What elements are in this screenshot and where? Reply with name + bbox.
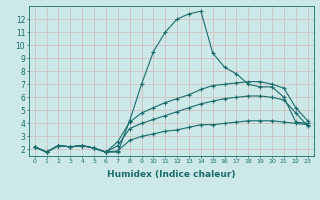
X-axis label: Humidex (Indice chaleur): Humidex (Indice chaleur) <box>107 170 236 179</box>
